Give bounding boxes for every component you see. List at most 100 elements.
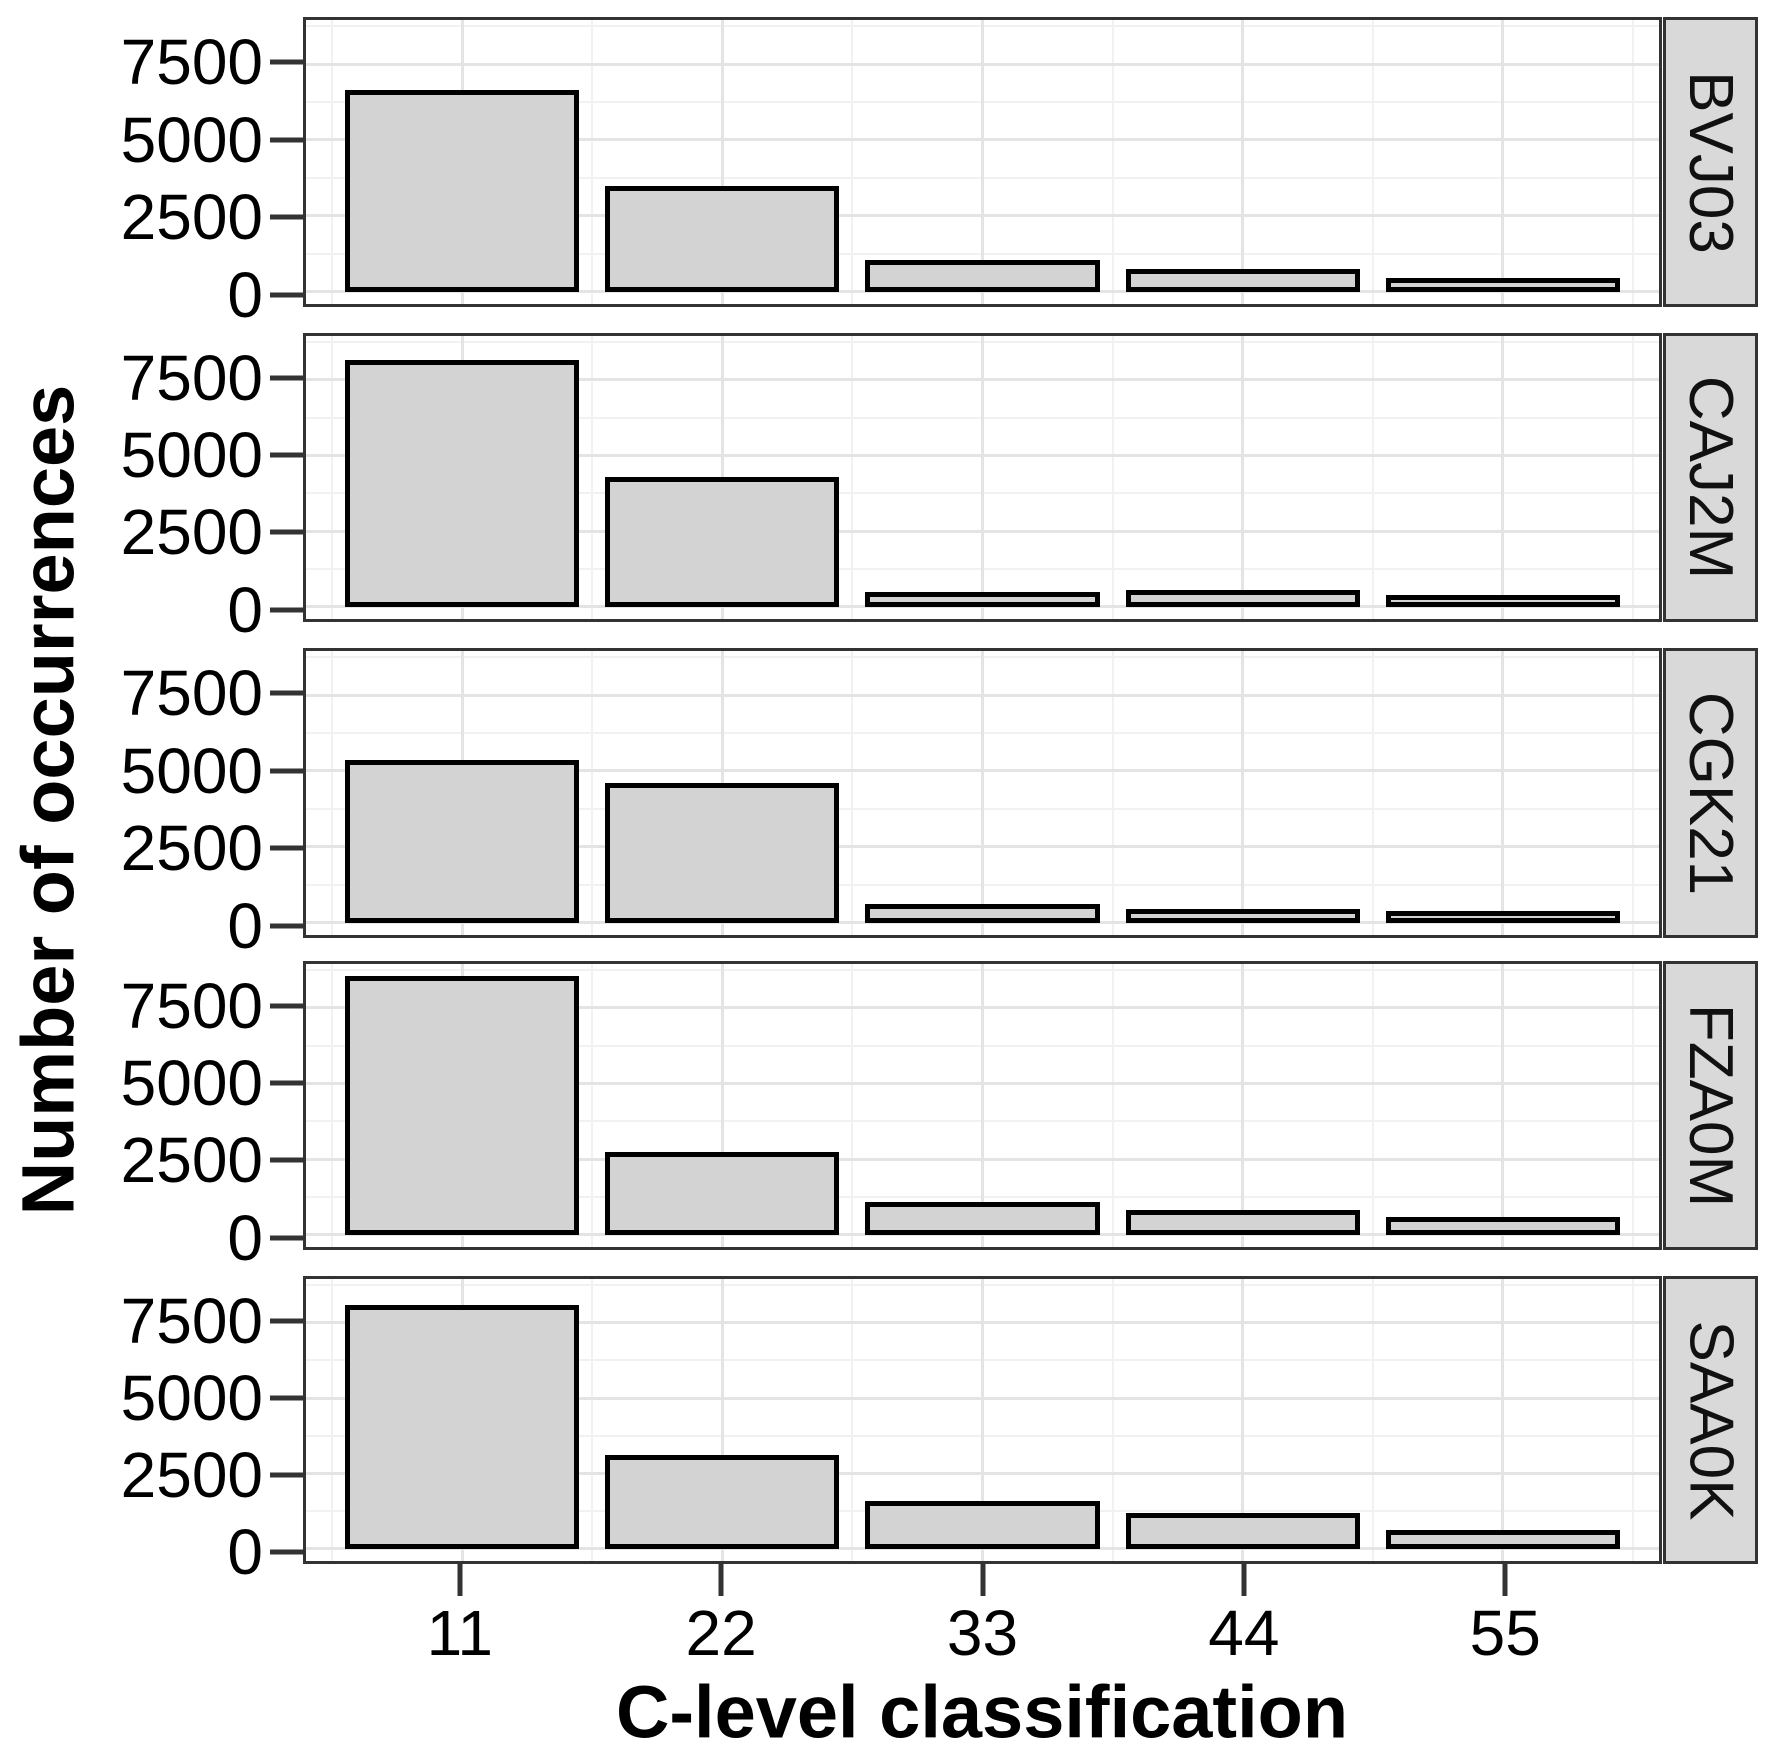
- gridline-major-vertical: [1501, 651, 1505, 935]
- gridline-minor-vertical: [1631, 651, 1634, 935]
- gridline-major-vertical: [720, 20, 724, 304]
- y-tick-mark: [270, 768, 303, 773]
- gridline-major-vertical: [981, 1279, 984, 1561]
- y-tick-label: 7500: [120, 969, 263, 1042]
- y-tick-label: 7500: [120, 656, 263, 729]
- facet-strip-label: CGK21: [1676, 691, 1746, 895]
- facet-strip-label: BVJ03: [1676, 70, 1746, 254]
- x-tick-label: 33: [946, 1597, 1019, 1669]
- gridline-minor-vertical: [851, 1279, 854, 1561]
- facet-strip-FZA0M: FZA0M: [1663, 961, 1758, 1250]
- y-tick-label: 5000: [120, 103, 263, 176]
- gridline-major-vertical: [1241, 964, 1245, 1247]
- gridline-minor-vertical: [851, 336, 854, 619]
- bar-BVJ03-11: [345, 89, 580, 292]
- y-tick-label: 0: [227, 258, 263, 331]
- y-tick-label: 2500: [120, 1124, 263, 1197]
- y-tick-label: 2500: [120, 812, 263, 885]
- gridline-minor-vertical: [1111, 651, 1114, 935]
- gridline-minor-vertical: [1111, 1279, 1114, 1561]
- gridline-minor-vertical: [1111, 20, 1114, 304]
- y-tick-mark: [270, 292, 303, 298]
- bar-FZA0M-33: [865, 1201, 1100, 1235]
- gridline-minor-vertical: [1111, 336, 1114, 619]
- y-tick-label: 0: [227, 1201, 263, 1274]
- gridline-major-vertical: [1241, 651, 1245, 935]
- bar-SAA0K-55: [1385, 1529, 1620, 1549]
- y-tick-mark: [270, 529, 303, 535]
- y-tick-mark: [270, 1472, 303, 1478]
- gridline-minor-vertical: [331, 964, 334, 1247]
- facet-strip-BVJ03: BVJ03: [1663, 17, 1758, 307]
- facet-strip-CAJ2M: CAJ2M: [1663, 333, 1758, 622]
- facet-strip-SAA0K: SAA0K: [1663, 1276, 1758, 1564]
- x-tick-mark: [718, 1564, 724, 1596]
- x-tick-mark: [980, 1564, 985, 1596]
- bar-FZA0M-22: [605, 1151, 840, 1235]
- bar-FZA0M-55: [1385, 1217, 1620, 1235]
- x-tick-mark: [1502, 1564, 1508, 1596]
- gridline-minor-vertical: [1371, 964, 1374, 1247]
- gridline-minor-vertical: [591, 20, 594, 304]
- gridline-minor-vertical: [331, 336, 334, 619]
- y-tick-mark: [270, 845, 303, 851]
- bar-CGK21-33: [865, 904, 1100, 923]
- bar-FZA0M-11: [345, 976, 580, 1235]
- y-tick-mark: [270, 1395, 303, 1401]
- y-tick-mark: [270, 1157, 303, 1163]
- gridline-minor-vertical: [1371, 651, 1374, 935]
- gridline-minor-vertical: [851, 651, 854, 935]
- bar-BVJ03-44: [1125, 269, 1360, 292]
- bar-CAJ2M-55: [1385, 594, 1620, 607]
- y-tick-mark: [270, 1235, 303, 1241]
- gridline-major-vertical: [720, 1279, 724, 1561]
- x-axis-title: C-level classification: [615, 1670, 1349, 1754]
- y-tick-label: 0: [227, 889, 263, 962]
- gridline-minor-vertical: [1631, 964, 1634, 1247]
- gridline-minor-vertical: [591, 651, 594, 935]
- gridline-minor-vertical: [1631, 20, 1634, 304]
- y-tick-mark: [270, 375, 303, 381]
- gridline-minor-vertical: [1111, 964, 1114, 1247]
- x-tick-label: 55: [1469, 1597, 1541, 1669]
- y-tick-mark: [270, 137, 303, 142]
- gridline-minor-vertical: [851, 20, 854, 304]
- gridline-minor-vertical: [1631, 1279, 1634, 1561]
- bar-CGK21-55: [1385, 910, 1620, 923]
- bar-SAA0K-33: [865, 1501, 1100, 1549]
- y-tick-label: 5000: [120, 734, 263, 807]
- bar-SAA0K-22: [605, 1455, 840, 1549]
- y-tick-mark: [270, 923, 303, 929]
- bar-CAJ2M-11: [345, 360, 580, 607]
- y-tick-label: 7500: [120, 1284, 263, 1357]
- facet-panel-FZA0M: [303, 961, 1662, 1250]
- facet-panel-SAA0K: [303, 1276, 1662, 1564]
- gridline-minor-vertical: [1371, 20, 1374, 304]
- x-tick-label: 22: [685, 1597, 757, 1669]
- gridline-minor-vertical: [591, 1279, 594, 1561]
- gridline-major-vertical: [981, 336, 984, 619]
- bar-CAJ2M-33: [865, 591, 1100, 607]
- bar-BVJ03-22: [605, 186, 840, 292]
- y-tick-mark: [270, 690, 303, 696]
- facet-strip-label: SAA0K: [1676, 1320, 1745, 1520]
- facet-strip-label: CAJ2M: [1676, 375, 1746, 580]
- y-tick-mark: [270, 1080, 303, 1086]
- y-tick-label: 7500: [120, 25, 263, 98]
- gridline-minor-vertical: [591, 336, 594, 619]
- x-tick-mark: [457, 1564, 463, 1596]
- y-tick-mark: [270, 1003, 303, 1009]
- bar-SAA0K-44: [1125, 1512, 1360, 1549]
- gridline-minor-vertical: [331, 1279, 334, 1561]
- y-tick-mark: [270, 1549, 303, 1555]
- x-tick-label: 44: [1208, 1597, 1280, 1669]
- gridline-minor-vertical: [331, 20, 334, 304]
- gridline-major-vertical: [1501, 336, 1505, 619]
- bar-CGK21-22: [605, 783, 840, 923]
- y-tick-label: 5000: [120, 1047, 263, 1120]
- gridline-major-vertical: [981, 651, 984, 935]
- y-tick-mark: [270, 607, 303, 613]
- y-tick-mark: [270, 1318, 303, 1324]
- gridline-major-vertical: [981, 964, 984, 1247]
